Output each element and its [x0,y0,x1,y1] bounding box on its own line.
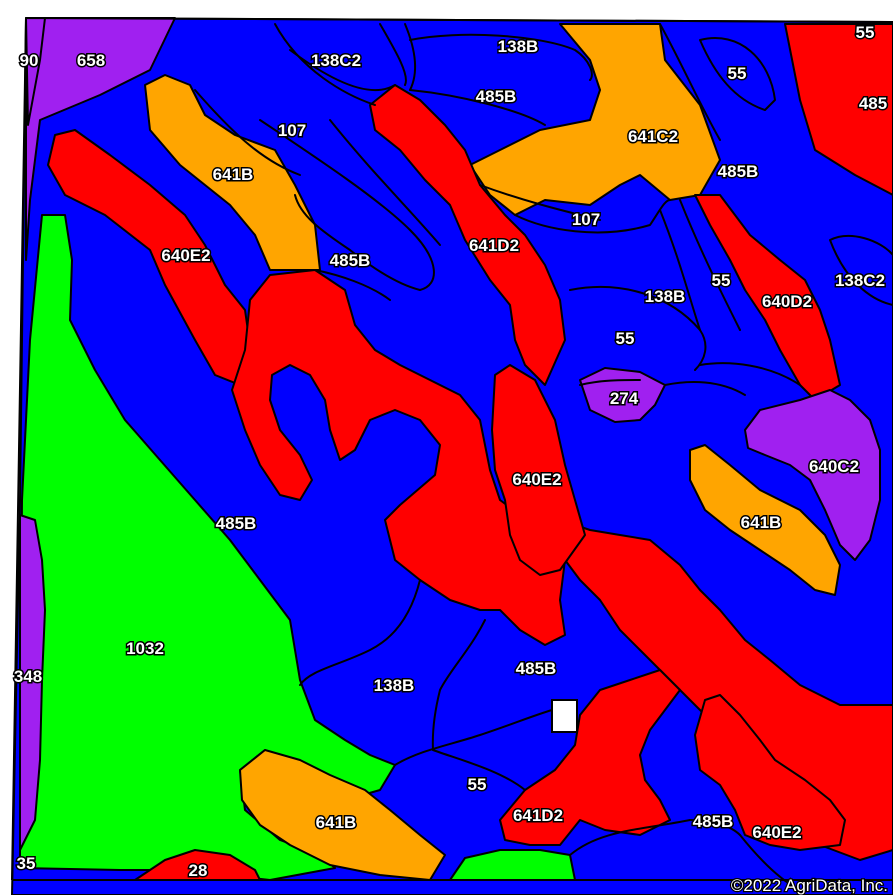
label-138C2-top: 138C2 [311,51,361,70]
map-border [11,17,893,881]
label-138C2-right: 138C2 [835,271,885,290]
map-unit-641D2-upper[interactable] [369,84,566,386]
copyright-notice: ©2022 AgriData, Inc. [731,876,888,895]
label-35: 35 [17,854,36,873]
label-641B-bottom: 641B [316,813,357,832]
label-138B-top: 138B [498,37,539,56]
map-unit-348[interactable] [19,514,46,851]
map-labels: 90 658 138C2 138B 55 55 485 485B 107 641… [12,22,888,882]
label-274: 274 [610,389,639,408]
map-building-block [551,699,578,733]
label-55-b: 55 [712,271,731,290]
map-unit-640C2[interactable] [744,389,881,561]
label-640E2-lower: 640E2 [752,823,801,842]
label-641C2: 641C2 [628,127,678,146]
label-138B-low: 138B [374,676,415,695]
label-485B-f: 485B [693,812,734,831]
map-unit-485-edge[interactable] [784,23,893,196]
label-640C2: 640C2 [809,457,859,476]
map-unit-658[interactable] [25,17,176,261]
label-55-c: 55 [616,329,635,348]
label-485B-e: 485B [516,659,557,678]
label-90: 90 [20,51,39,70]
label-55-corner: 55 [856,23,875,42]
map-unit-641B-bottom[interactable] [239,749,446,881]
label-640E2-upper: 640E2 [161,246,210,265]
label-55-d: 55 [468,775,487,794]
label-641B-upper: 641B [213,165,254,184]
label-1032: 1032 [126,639,164,658]
label-55-top: 55 [728,64,747,83]
label-485B-top: 485B [476,87,517,106]
map-unit-641B-right[interactable] [689,444,841,596]
label-658: 658 [77,51,105,70]
label-640E2-lobe: 640E2 [512,470,561,489]
label-641D2-lower: 641D2 [513,806,563,825]
label-640D2: 640D2 [762,292,812,311]
label-485B-d: 485B [216,514,257,533]
map-unit-640E2-lobe[interactable] [491,364,586,576]
label-107-a: 107 [278,121,306,140]
label-107-b: 107 [572,210,600,229]
label-348: 348 [14,667,42,686]
map-unit-641C2[interactable] [469,23,721,216]
label-485B-c: 485B [330,251,371,270]
label-641B-right: 641B [741,513,782,532]
label-641D2-upper: 641D2 [469,236,519,255]
label-485B-b: 485B [718,162,759,181]
label-28: 28 [189,861,208,880]
label-485-edge: 485 [859,94,887,113]
label-138B-mid: 138B [645,287,686,306]
map-unit-640E2-lower[interactable] [694,694,846,851]
internal-boundaries [194,23,893,891]
